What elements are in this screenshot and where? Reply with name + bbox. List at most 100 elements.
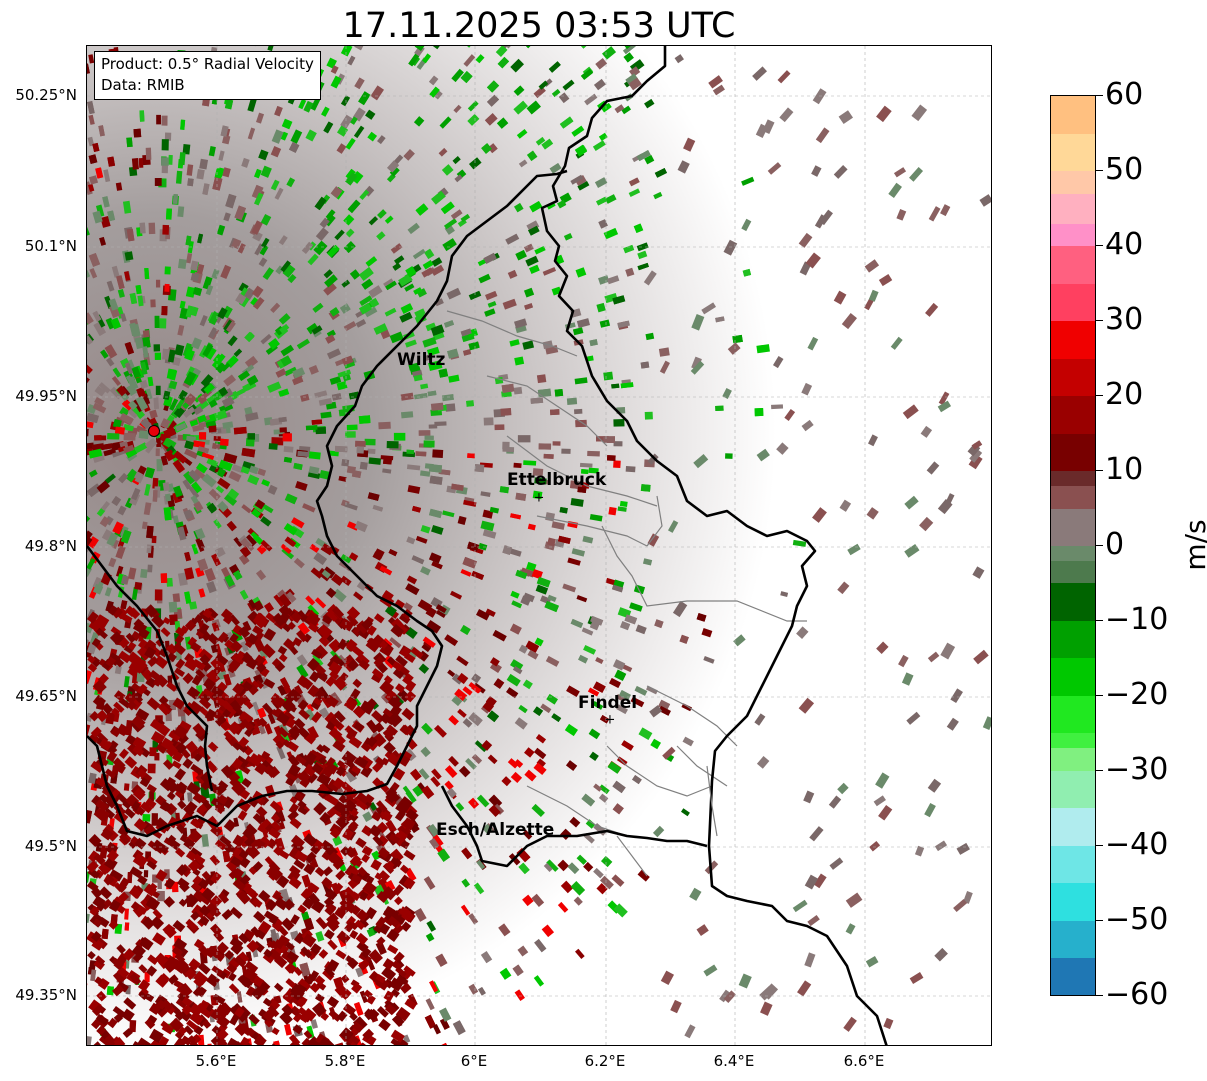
echo-gate (133, 128, 142, 138)
echo-gate (94, 396, 105, 407)
echo-gate (741, 218, 752, 232)
echo-gate (140, 361, 148, 375)
echo-gate (577, 180, 590, 191)
echo-gate (399, 796, 413, 809)
echo-gate (117, 824, 131, 838)
echo-gate (493, 803, 505, 815)
echo-gate (214, 1003, 230, 1019)
echo-gate (222, 134, 231, 145)
echo-gate (153, 344, 161, 352)
echo-gate (723, 239, 738, 256)
echo-gate (279, 677, 291, 690)
echo-gate (658, 699, 671, 711)
echo-gate (164, 877, 176, 890)
echo-gate (179, 300, 186, 309)
echo-gate (216, 681, 228, 693)
echo-gate (241, 447, 256, 458)
echo-gate (224, 950, 235, 960)
echo-gate (238, 736, 250, 748)
echo-gate (264, 723, 273, 735)
echo-gate (185, 235, 192, 246)
echo-gate (212, 993, 226, 1005)
echo-gate (90, 726, 102, 738)
echo-gate (815, 127, 830, 144)
echo-gate (446, 287, 462, 300)
echo-gate (87, 267, 91, 279)
echo-gate (274, 187, 284, 200)
echo-gate (354, 46, 367, 51)
echo-gate (319, 217, 330, 229)
echo-gate (387, 944, 399, 955)
echo-gate (945, 493, 955, 505)
echo-gate (536, 576, 551, 588)
echo-gate (223, 212, 231, 222)
product-label: Product: 0.5° Radial Velocity (101, 55, 314, 73)
echo-gate (593, 78, 606, 91)
echo-gate (165, 419, 177, 432)
echo-gate (348, 552, 359, 562)
echo-gate (619, 690, 631, 701)
echo-gate (168, 601, 178, 613)
echo-gate (280, 543, 292, 554)
echo-gate (172, 642, 186, 656)
echo-gate (637, 262, 649, 271)
echo-gate (421, 722, 433, 735)
echo-gate (105, 795, 118, 809)
echo-gate (394, 896, 403, 906)
echo-gate (531, 893, 545, 907)
echo-gate (444, 765, 458, 778)
echo-gate (510, 590, 520, 599)
echo-gate (377, 846, 390, 859)
echo-gate (563, 233, 573, 241)
echo-gate (509, 623, 522, 635)
echo-gate (351, 470, 362, 479)
echo-gate (138, 157, 144, 168)
echo-gate (132, 745, 145, 757)
city-label-esch-alzette: Esch/Alzette (436, 820, 555, 840)
echo-gate (254, 679, 265, 689)
echo-gate (510, 771, 523, 784)
echo-gate (393, 432, 406, 441)
echo-gate (460, 70, 473, 84)
echo-gate (646, 685, 658, 695)
echo-gate (323, 269, 333, 279)
echo-gate (227, 721, 242, 735)
echo-gate (293, 859, 306, 870)
echo-gate (87, 913, 90, 923)
echo-gate (258, 725, 266, 735)
echo-gate (278, 593, 292, 608)
echo-gate (326, 996, 340, 1008)
echo-gate (339, 618, 355, 632)
echo-gate (385, 786, 398, 799)
colorbar-tick-mark (1096, 95, 1103, 96)
radar-map[interactable] (86, 45, 992, 1046)
echo-gate (150, 299, 156, 308)
echo-gate (207, 741, 219, 753)
echo-gate (514, 318, 528, 329)
echo-gate (595, 57, 608, 70)
echo-gate (426, 346, 440, 357)
echo-gate (478, 542, 488, 551)
echo-gate (433, 724, 447, 738)
echo-gate (411, 555, 425, 565)
echo-gate (300, 946, 313, 959)
echo-gate (133, 663, 145, 674)
echo-gate (107, 210, 116, 222)
echo-gate (353, 721, 365, 732)
echo-gate (116, 966, 130, 979)
echo-gate (91, 1041, 103, 1045)
echo-gate (184, 448, 198, 459)
echo-gate (197, 446, 210, 454)
echo-gate (603, 227, 619, 240)
echo-gate (318, 949, 329, 959)
echo-gate (488, 794, 503, 809)
echo-gate (668, 520, 679, 533)
echo-gate (91, 938, 104, 951)
echo-gate (637, 869, 650, 882)
echo-gate (135, 939, 145, 949)
echo-gate (87, 227, 90, 238)
echo-gate (113, 656, 125, 668)
echo-gate (297, 699, 309, 711)
echo-gate (92, 576, 103, 590)
echo-gate (87, 810, 93, 824)
